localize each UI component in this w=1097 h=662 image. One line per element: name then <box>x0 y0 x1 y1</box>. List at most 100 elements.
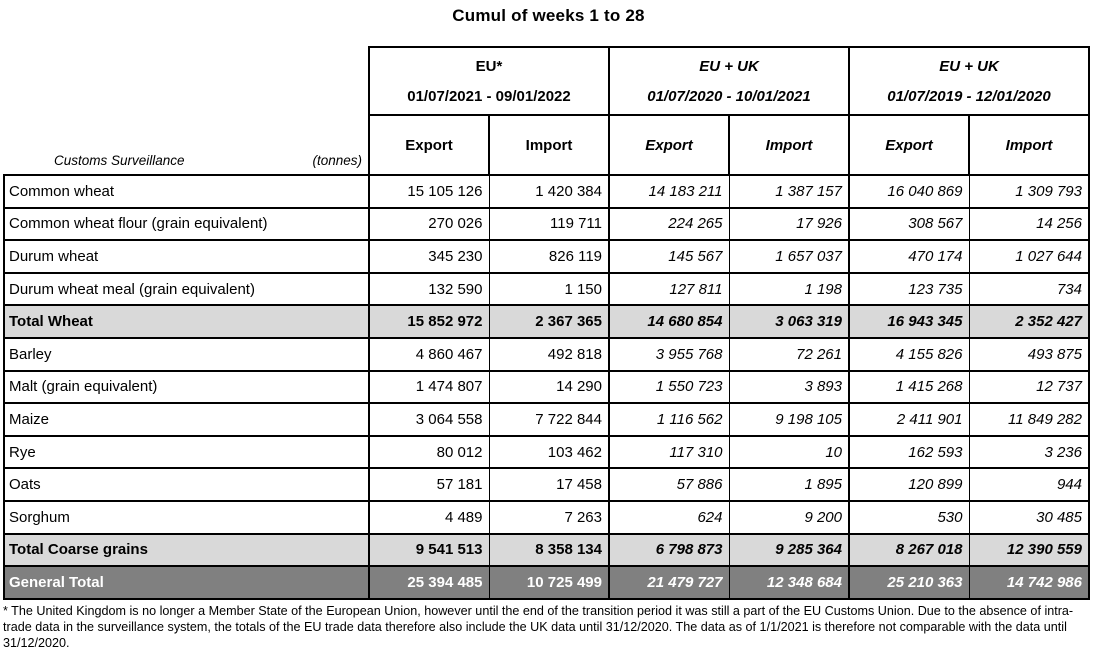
value-cell: 2 367 365 <box>489 304 610 339</box>
value-cell: 3 955 768 <box>609 336 730 372</box>
value-cell: 1 150 <box>489 271 610 307</box>
row-label: Total Wheat <box>3 304 370 339</box>
col-header-row: Export Import Export Import Export Impor… <box>4 114 1090 176</box>
value-cell: 1 550 723 <box>609 369 730 405</box>
value-cell: 21 479 727 <box>609 565 730 600</box>
row-label: Common wheat <box>3 174 370 209</box>
row-label: Durum wheat meal (grain equivalent) <box>3 271 370 307</box>
group-period: 01/07/2019 - 12/01/2020 <box>887 87 1051 105</box>
value-cell: 117 310 <box>609 434 730 470</box>
table-row: Sorghum 4 489 7 263 624 9 200 530 30 485 <box>3 499 1090 535</box>
col-header-import: Import <box>488 114 610 176</box>
value-cell: 9 198 105 <box>729 402 850 437</box>
row-label: Oats <box>3 467 370 502</box>
value-cell: 12 348 684 <box>729 565 850 600</box>
table-row-grand-total: General Total 25 394 485 10 725 499 21 479 … <box>3 565 1090 600</box>
value-cell: 80 012 <box>369 434 490 470</box>
group-name: EU + UK <box>699 57 759 75</box>
table-row: Durum wheat 345 230 826 119 145 567 1 657 03… <box>3 239 1090 274</box>
value-cell: 9 541 513 <box>369 532 490 568</box>
value-cell: 224 265 <box>609 206 730 242</box>
row-label: Rye <box>3 434 370 470</box>
col-header-import: Import <box>968 114 1090 176</box>
table-row-subtotal: Total Coarse grains 9 541 513 8 358 134 6 7… <box>3 532 1090 568</box>
value-cell: 7 263 <box>489 499 610 535</box>
value-cell: 57 181 <box>369 467 490 502</box>
value-cell: 17 926 <box>729 206 850 242</box>
row-label: General Total <box>3 565 370 600</box>
value-cell: 1 474 807 <box>369 369 490 405</box>
value-cell: 17 458 <box>489 467 610 502</box>
value-cell: 14 742 986 <box>969 565 1090 600</box>
value-cell: 162 593 <box>849 434 970 470</box>
value-cell: 15 852 972 <box>369 304 490 339</box>
value-cell: 127 811 <box>609 271 730 307</box>
value-cell: 25 394 485 <box>369 565 490 600</box>
value-cell: 2 352 427 <box>969 304 1090 339</box>
value-cell: 1 027 644 <box>969 239 1090 274</box>
value-cell: 14 256 <box>969 206 1090 242</box>
value-cell: 6 798 873 <box>609 532 730 568</box>
value-cell: 14 680 854 <box>609 304 730 339</box>
table-corner-label: Customs Surveillance (tonnes) <box>4 47 369 175</box>
value-cell: 2 411 901 <box>849 402 970 437</box>
customs-surveillance-table: Customs Surveillance (tonnes) EU* 01/07/… <box>3 46 1090 600</box>
value-cell: 8 267 018 <box>849 532 970 568</box>
value-cell: 57 886 <box>609 467 730 502</box>
value-cell: 493 875 <box>969 336 1090 372</box>
value-cell: 3 064 558 <box>369 402 490 437</box>
value-cell: 72 261 <box>729 336 850 372</box>
group-period: 01/07/2021 - 09/01/2022 <box>407 87 571 105</box>
value-cell: 123 735 <box>849 271 970 307</box>
value-cell: 16 943 345 <box>849 304 970 339</box>
value-cell: 1 895 <box>729 467 850 502</box>
value-cell: 1 415 268 <box>849 369 970 405</box>
value-cell: 4 489 <box>369 499 490 535</box>
table-row: Maize 3 064 558 7 722 844 1 116 562 9 198 10… <box>3 402 1090 437</box>
value-cell: 826 119 <box>489 239 610 274</box>
value-cell: 8 358 134 <box>489 532 610 568</box>
value-cell: 4 860 467 <box>369 336 490 372</box>
table-row: Common wheat 15 105 126 1 420 384 14 183 21… <box>3 174 1090 209</box>
row-label: Sorghum <box>3 499 370 535</box>
value-cell: 120 899 <box>849 467 970 502</box>
value-cell: 10 <box>729 434 850 470</box>
group-header-eu-uk-2019: EU + UK 01/07/2019 - 12/01/2020 <box>848 46 1090 116</box>
value-cell: 492 818 <box>489 336 610 372</box>
col-header-export: Export <box>608 114 730 176</box>
table-row: Malt (grain equivalent) 1 474 807 14 290 1 … <box>3 369 1090 405</box>
group-header-eu-uk-2020: EU + UK 01/07/2020 - 10/01/2021 <box>608 46 850 116</box>
corner-title: Customs Surveillance <box>54 153 185 168</box>
value-cell: 12 390 559 <box>969 532 1090 568</box>
value-cell: 25 210 363 <box>849 565 970 600</box>
row-label: Maize <box>3 402 370 437</box>
value-cell: 3 236 <box>969 434 1090 470</box>
value-cell: 15 105 126 <box>369 174 490 209</box>
table-row-subtotal: Total Wheat 15 852 972 2 367 365 14 680 854… <box>3 304 1090 339</box>
value-cell: 10 725 499 <box>489 565 610 600</box>
value-cell: 12 737 <box>969 369 1090 405</box>
value-cell: 1 420 384 <box>489 174 610 209</box>
value-cell: 119 711 <box>489 206 610 242</box>
table-row: Oats 57 181 17 458 57 886 1 895 120 899 944 <box>3 467 1090 502</box>
value-cell: 16 040 869 <box>849 174 970 209</box>
group-period: 01/07/2020 - 10/01/2021 <box>647 87 811 105</box>
value-cell: 1 116 562 <box>609 402 730 437</box>
col-header-export: Export <box>368 114 490 176</box>
value-cell: 530 <box>849 499 970 535</box>
value-cell: 132 590 <box>369 271 490 307</box>
value-cell: 30 485 <box>969 499 1090 535</box>
row-label: Total Coarse grains <box>3 532 370 568</box>
col-header-export: Export <box>848 114 970 176</box>
value-cell: 1 198 <box>729 271 850 307</box>
row-label: Common wheat flour (grain equivalent) <box>3 206 370 242</box>
row-label: Malt (grain equivalent) <box>3 369 370 405</box>
value-cell: 14 290 <box>489 369 610 405</box>
value-cell: 3 063 319 <box>729 304 850 339</box>
group-name: EU* <box>475 57 503 75</box>
value-cell: 9 200 <box>729 499 850 535</box>
value-cell: 1 657 037 <box>729 239 850 274</box>
value-cell: 7 722 844 <box>489 402 610 437</box>
table-row: Barley 4 860 467 492 818 3 955 768 72 261 4 1… <box>3 336 1090 372</box>
group-header-eu: EU* 01/07/2021 - 09/01/2022 <box>368 46 610 116</box>
